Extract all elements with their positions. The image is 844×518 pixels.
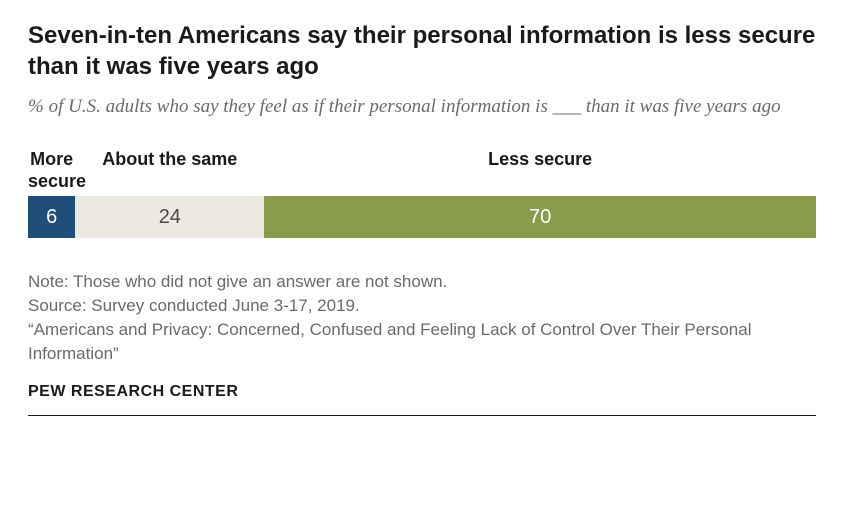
- label-about-same: About the same: [75, 149, 264, 192]
- source-line: Source: Survey conducted June 3-17, 2019…: [28, 294, 816, 318]
- category-labels-row: More secure About the same Less secure: [28, 149, 816, 192]
- chart-title: Seven-in-ten Americans say their persona…: [28, 20, 816, 82]
- stacked-bar-chart: More secure About the same Less secure 6…: [28, 149, 816, 238]
- bar-segment-less-secure: 70: [264, 196, 816, 238]
- bar-segment-more-secure: 6: [28, 196, 75, 238]
- report-title-line: “Americans and Privacy: Concerned, Confu…: [28, 318, 816, 366]
- note-line: Note: Those who did not give an answer a…: [28, 270, 816, 294]
- chart-subtitle: % of U.S. adults who say they feel as if…: [28, 94, 816, 121]
- chart-notes: Note: Those who did not give an answer a…: [28, 270, 816, 365]
- bar-segment-about-same: 24: [75, 196, 264, 238]
- label-less-secure: Less secure: [264, 149, 816, 192]
- bottom-rule: [28, 415, 816, 416]
- label-more-secure: More secure: [28, 149, 75, 192]
- stacked-bar: 6 24 70: [28, 196, 816, 238]
- attribution: PEW RESEARCH CENTER: [28, 383, 816, 401]
